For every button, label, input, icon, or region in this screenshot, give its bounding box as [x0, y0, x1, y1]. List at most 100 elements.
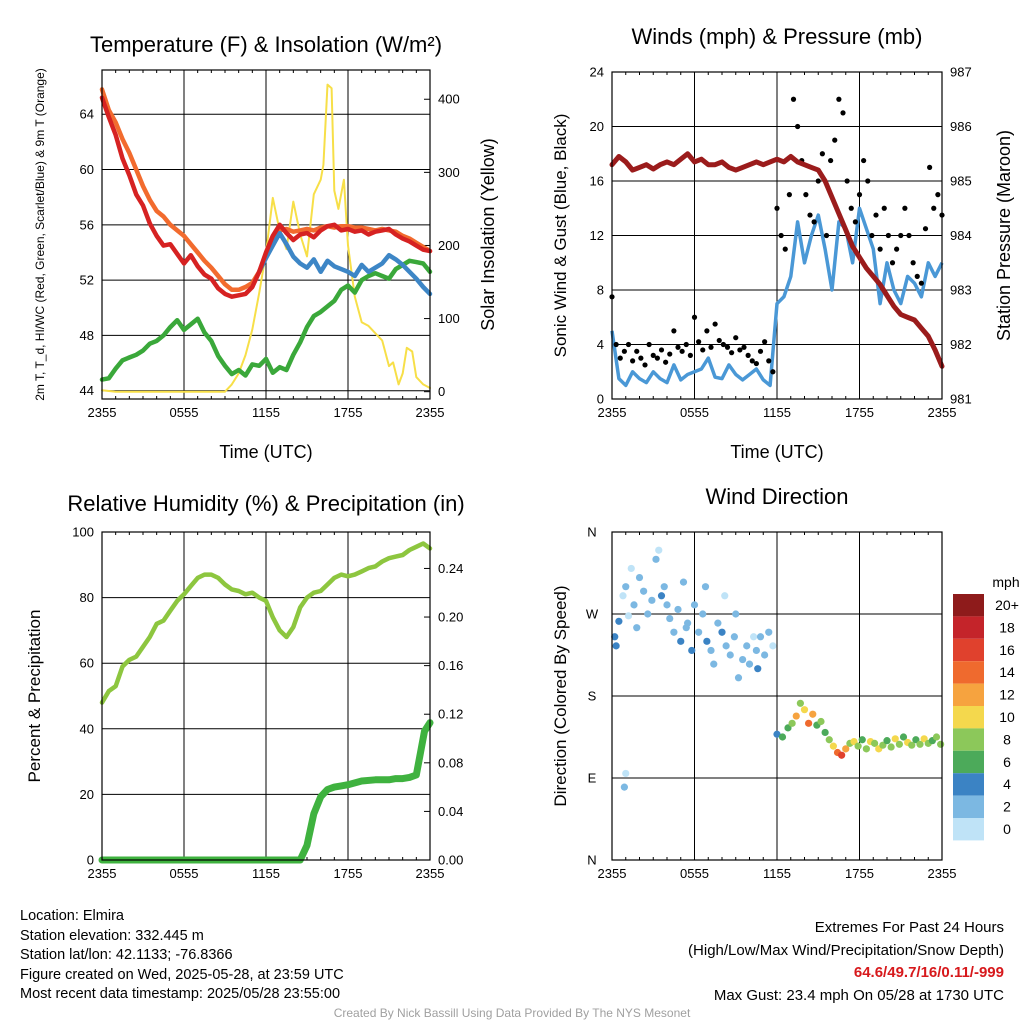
y2-axis-label: Station Pressure (Maroon)	[994, 130, 1014, 341]
gust-point	[613, 341, 619, 348]
direction-point	[674, 605, 682, 614]
chart-title: Wind Direction	[705, 484, 848, 509]
direction-point	[633, 624, 641, 632]
direction-point	[611, 633, 619, 641]
plot-border	[611, 71, 943, 400]
x-tick-label: 1755	[845, 866, 874, 881]
x-tick-label: 2355	[416, 866, 445, 881]
direction-point	[627, 564, 635, 573]
y2-tick-label: 986	[950, 119, 972, 134]
gust-point	[671, 328, 677, 334]
direction-point	[854, 742, 862, 750]
y-tick-label: 56	[80, 217, 94, 232]
gust-point	[691, 314, 698, 320]
gust-point	[737, 347, 743, 353]
station-location: Location: Elmira	[20, 908, 124, 924]
direction-point	[707, 646, 715, 655]
gust-point	[683, 341, 689, 348]
y2-tick-label: 982	[950, 337, 972, 352]
direction-point	[655, 546, 663, 554]
gust-point	[815, 178, 821, 184]
gust-point	[877, 246, 883, 252]
direction-point	[745, 660, 754, 668]
gust-point	[836, 96, 842, 102]
direction-point	[850, 737, 858, 746]
series-line-2m-t	[99, 95, 433, 299]
y2-tick-label: 0.24	[438, 561, 463, 576]
direction-point	[916, 740, 924, 748]
y2-tick-label: 981	[950, 392, 972, 407]
y-tick-label: E	[588, 771, 597, 786]
legend-swatch	[953, 728, 984, 751]
direction-point	[817, 717, 825, 726]
legend-swatch	[953, 594, 984, 617]
gust-point	[663, 359, 669, 365]
direction-point	[663, 601, 671, 609]
direction-point	[912, 736, 920, 744]
y-tick-label: W	[586, 607, 599, 622]
x-tick-label: 2355	[598, 866, 627, 881]
y-tick-label: 24	[590, 65, 604, 80]
series-line-station-pressure	[609, 151, 945, 369]
gust-point	[914, 273, 920, 279]
plot-border	[611, 531, 943, 861]
direction-point	[756, 633, 765, 641]
direction-point	[710, 660, 718, 668]
direction-point	[838, 751, 846, 759]
direction-point	[773, 730, 781, 738]
gust-point	[770, 369, 776, 375]
direction-point	[622, 769, 630, 778]
direction-point	[796, 699, 804, 707]
gust-point	[708, 344, 714, 350]
legend-label: 18	[999, 619, 1015, 635]
legend-label: 20+	[995, 597, 1019, 613]
x-tick-label: 2355	[598, 405, 627, 420]
direction-point	[688, 646, 696, 655]
x-tick-label: 0555	[170, 405, 199, 420]
y-tick-label: N	[587, 853, 596, 868]
y-tick-label: 16	[590, 174, 604, 189]
x-tick-label: 2355	[928, 866, 957, 881]
y2-axis-label: Solar Insolation (Yellow)	[478, 138, 498, 330]
max-gust: Max Gust: 23.4 mph On 05/28 at 1730 UTC	[713, 986, 1004, 1004]
direction-point	[752, 646, 760, 655]
legend-swatch	[953, 706, 984, 729]
y2-tick-label: 200	[438, 238, 460, 253]
direction-point	[899, 733, 908, 741]
gust-point	[630, 358, 636, 364]
gust-point	[881, 205, 887, 211]
speed-legend: mph 20+ 18 16 14 12 10 8 6 4 2 0	[953, 574, 1020, 841]
y-axis-label: 2m T, T_d, HI/WC (Red, Green, Scarlet/Bl…	[33, 68, 47, 401]
gust-point	[865, 178, 871, 184]
y-tick-label: 20	[590, 119, 604, 134]
gust-point	[861, 157, 867, 164]
gust-point	[840, 110, 846, 116]
chart-title: Winds (mph) & Pressure (mb)	[632, 24, 923, 49]
panel-1: 2355 0555 1155 1755 2355 44 48 52 56 60 64 0 100 200 3…	[33, 32, 498, 462]
direction-point	[879, 741, 887, 749]
direction-point	[624, 612, 633, 620]
gust-point	[795, 123, 801, 130]
gust-point	[724, 344, 731, 350]
direction-point	[714, 619, 722, 627]
direction-point	[887, 743, 895, 751]
gust-point	[617, 355, 623, 361]
direction-point	[670, 628, 678, 636]
gust-point	[658, 347, 665, 353]
direction-point	[615, 617, 623, 625]
y-axis-label: Sonic Wind & Gust (Blue, Black)	[551, 114, 570, 358]
direction-point	[734, 674, 743, 682]
y-axis-label: Percent & Precipitation	[25, 610, 44, 783]
gust-point	[922, 226, 929, 232]
direction-point	[895, 740, 903, 748]
legend-swatch	[953, 661, 984, 684]
direction-point	[825, 736, 833, 744]
gust-point	[856, 192, 863, 198]
gust-point	[733, 335, 739, 341]
legend-swatch	[953, 818, 984, 841]
direction-point	[800, 706, 809, 714]
gust-point	[790, 96, 797, 102]
direction-point	[660, 583, 668, 591]
gust-point	[894, 246, 900, 252]
